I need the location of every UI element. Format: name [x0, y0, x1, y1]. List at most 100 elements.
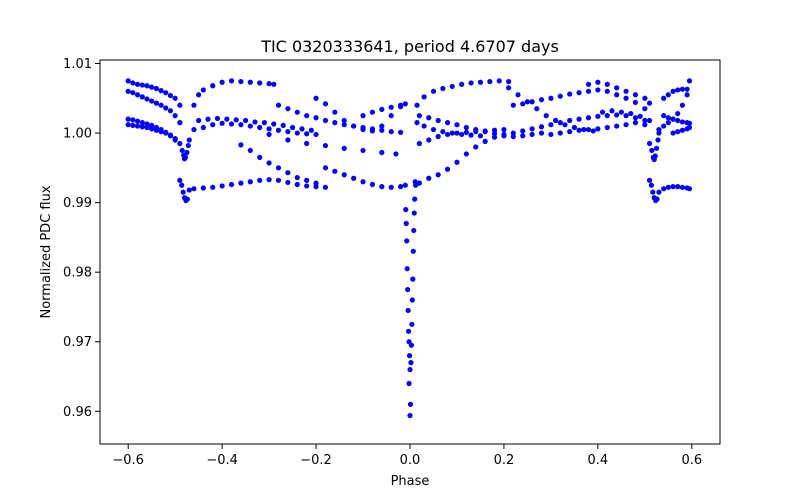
data-point [416, 113, 422, 119]
data-point [661, 123, 667, 129]
data-point [163, 129, 169, 135]
data-point [581, 126, 587, 133]
data-point [219, 79, 225, 85]
data-point [463, 151, 469, 157]
data-point [440, 85, 446, 92]
data-point [534, 106, 540, 112]
data-point [686, 124, 693, 131]
data-point [642, 106, 648, 112]
data-point [637, 113, 643, 119]
data-point [351, 123, 357, 129]
data-point [149, 84, 155, 90]
y-tick-label: 0.99 [63, 196, 92, 211]
data-point [285, 179, 291, 186]
data-point [571, 124, 577, 131]
data-point [125, 88, 131, 94]
data-point [614, 92, 620, 98]
data-point [407, 401, 414, 407]
data-point [449, 83, 455, 90]
y-tick-label: 0.96 [63, 405, 92, 420]
data-point [426, 115, 432, 121]
data-point [632, 92, 639, 98]
data-point [275, 102, 282, 108]
data-point [642, 122, 648, 128]
data-point [369, 181, 376, 188]
data-point [468, 132, 474, 138]
data-point [228, 181, 235, 188]
data-point [294, 130, 300, 136]
data-point [412, 196, 418, 202]
data-point [402, 182, 408, 188]
data-point [463, 124, 469, 131]
data-point [180, 189, 186, 195]
data-point [191, 126, 197, 133]
data-point [139, 124, 145, 130]
data-point [649, 147, 655, 154]
data-point [163, 90, 169, 96]
x-axis-label: Phase [391, 474, 430, 489]
data-point [322, 184, 329, 190]
data-point [632, 115, 639, 121]
y-tick-label: 1.00 [63, 127, 92, 142]
data-point [604, 81, 610, 87]
data-point [257, 177, 263, 183]
data-point [444, 166, 451, 172]
data-point [408, 342, 415, 348]
data-point [642, 95, 648, 101]
data-point [557, 130, 563, 136]
data-point [403, 206, 409, 213]
data-point [149, 122, 155, 128]
data-point [266, 81, 272, 87]
data-point [430, 126, 437, 133]
data-point [585, 88, 592, 94]
data-point [266, 126, 272, 132]
data-point [294, 174, 300, 181]
data-point [670, 88, 676, 94]
data-point [275, 165, 282, 171]
data-point [411, 227, 417, 234]
data-point [388, 184, 394, 190]
data-point [623, 122, 629, 128]
data-point [271, 121, 277, 127]
data-point [172, 113, 178, 119]
data-point [510, 130, 516, 136]
data-point [332, 168, 338, 174]
data-point [454, 159, 460, 165]
data-point [125, 78, 131, 84]
data-point [360, 126, 366, 133]
data-point [266, 177, 272, 183]
data-point [134, 81, 141, 87]
data-point [304, 113, 310, 119]
data-point [510, 102, 516, 108]
data-point [388, 104, 394, 110]
data-point [595, 126, 601, 132]
data-point [406, 380, 412, 387]
data-point [410, 248, 416, 254]
data-point [477, 79, 484, 85]
data-point [642, 117, 648, 124]
data-point [665, 92, 671, 98]
data-point [661, 186, 667, 192]
data-point [609, 108, 615, 114]
data-point [125, 122, 131, 128]
data-point [628, 110, 634, 117]
data-point [210, 122, 216, 128]
data-point [153, 85, 159, 92]
data-point [501, 133, 507, 139]
data-point [398, 184, 404, 190]
data-point [567, 117, 573, 124]
data-point [653, 145, 660, 151]
data-point [322, 142, 329, 149]
data-point [191, 186, 197, 192]
data-point [313, 131, 319, 138]
data-point [261, 120, 267, 126]
x-tick-label: −0.6 [112, 453, 144, 468]
data-point [163, 105, 169, 111]
data-point [529, 131, 535, 138]
data-point [214, 115, 221, 122]
data-point [557, 120, 563, 126]
data-point [247, 147, 253, 154]
data-point [407, 366, 413, 373]
